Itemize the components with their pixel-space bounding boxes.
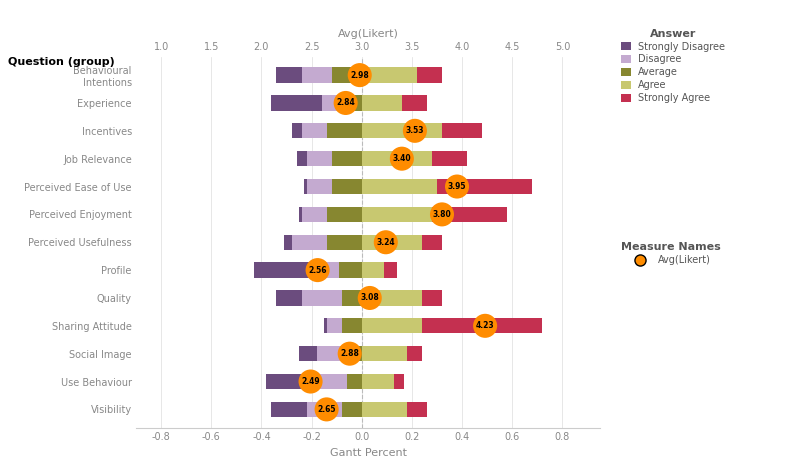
Bar bbox=[342, 318, 362, 333]
Bar bbox=[362, 207, 432, 222]
Bar bbox=[442, 123, 482, 139]
Text: 2.88: 2.88 bbox=[340, 349, 359, 358]
Bar bbox=[342, 402, 362, 417]
Bar bbox=[362, 235, 422, 250]
Bar bbox=[304, 179, 306, 194]
Point bbox=[363, 294, 376, 302]
Bar bbox=[362, 95, 402, 111]
Text: 4.23: 4.23 bbox=[476, 321, 494, 330]
Bar bbox=[326, 207, 362, 222]
Point bbox=[450, 183, 463, 190]
Legend: Strongly Disagree, Disagree, Average, Agree, Strongly Agree: Strongly Disagree, Disagree, Average, Ag… bbox=[621, 28, 726, 103]
Bar bbox=[417, 67, 442, 83]
Text: 2.49: 2.49 bbox=[302, 377, 320, 386]
Bar bbox=[306, 151, 332, 166]
Bar bbox=[271, 402, 306, 417]
Bar bbox=[362, 346, 407, 361]
Bar bbox=[422, 290, 442, 305]
Bar bbox=[362, 179, 437, 194]
Bar bbox=[302, 123, 326, 139]
Bar bbox=[302, 290, 342, 305]
Point bbox=[343, 350, 356, 358]
Bar bbox=[362, 123, 442, 139]
Bar bbox=[362, 151, 432, 166]
Bar bbox=[299, 346, 317, 361]
Bar bbox=[291, 123, 302, 139]
Bar bbox=[362, 402, 407, 417]
Bar bbox=[266, 374, 317, 389]
Text: Question (group): Question (group) bbox=[8, 57, 114, 67]
Point bbox=[409, 127, 422, 134]
Bar bbox=[302, 207, 326, 222]
Bar bbox=[306, 179, 332, 194]
Bar bbox=[326, 123, 362, 139]
Bar bbox=[432, 151, 467, 166]
Text: 3.24: 3.24 bbox=[377, 238, 395, 247]
Bar bbox=[277, 290, 302, 305]
Bar bbox=[339, 263, 362, 278]
Bar bbox=[432, 207, 507, 222]
Point bbox=[395, 155, 408, 162]
Point bbox=[435, 210, 448, 218]
X-axis label: Gantt Percent: Gantt Percent bbox=[330, 448, 406, 458]
Bar bbox=[277, 67, 302, 83]
Bar bbox=[342, 95, 362, 111]
Bar bbox=[326, 318, 342, 333]
Bar bbox=[362, 318, 422, 333]
Bar bbox=[362, 67, 417, 83]
Bar bbox=[342, 346, 362, 361]
X-axis label: Avg(Likert): Avg(Likert) bbox=[338, 28, 398, 38]
Point bbox=[311, 266, 324, 274]
Text: 3.95: 3.95 bbox=[448, 182, 466, 191]
Point bbox=[304, 378, 317, 385]
Bar bbox=[302, 67, 332, 83]
Bar bbox=[317, 346, 342, 361]
Bar bbox=[297, 151, 306, 166]
Bar bbox=[422, 318, 542, 333]
Text: 2.56: 2.56 bbox=[308, 266, 327, 275]
Bar bbox=[332, 179, 362, 194]
Bar bbox=[271, 95, 322, 111]
Legend: Avg(Likert): Avg(Likert) bbox=[621, 242, 721, 265]
Bar bbox=[437, 179, 532, 194]
Bar bbox=[326, 235, 362, 250]
Bar bbox=[346, 374, 362, 389]
Bar bbox=[362, 374, 394, 389]
Text: 3.53: 3.53 bbox=[406, 126, 424, 135]
Bar bbox=[422, 235, 442, 250]
Point bbox=[354, 71, 366, 79]
Text: 3.40: 3.40 bbox=[393, 154, 411, 163]
Bar bbox=[322, 95, 342, 111]
Bar bbox=[332, 151, 362, 166]
Text: 3.08: 3.08 bbox=[360, 294, 379, 303]
Bar bbox=[362, 263, 384, 278]
Bar bbox=[362, 290, 422, 305]
Text: 2.84: 2.84 bbox=[336, 98, 355, 107]
Bar bbox=[407, 346, 422, 361]
Text: 2.65: 2.65 bbox=[318, 405, 336, 414]
Bar bbox=[299, 207, 302, 222]
Bar bbox=[407, 402, 427, 417]
Bar bbox=[291, 235, 326, 250]
Bar bbox=[394, 374, 404, 389]
Bar bbox=[317, 374, 346, 389]
Bar bbox=[254, 263, 309, 278]
Bar bbox=[342, 290, 362, 305]
Bar bbox=[284, 235, 291, 250]
Text: 3.80: 3.80 bbox=[433, 210, 451, 219]
Bar bbox=[332, 67, 362, 83]
Point bbox=[379, 238, 392, 246]
Bar bbox=[402, 95, 427, 111]
Bar bbox=[384, 263, 397, 278]
Text: 2.98: 2.98 bbox=[350, 71, 369, 80]
Bar bbox=[324, 318, 326, 333]
Point bbox=[320, 406, 333, 413]
Point bbox=[478, 322, 491, 330]
Bar bbox=[309, 263, 339, 278]
Bar bbox=[306, 402, 342, 417]
Point bbox=[339, 99, 352, 107]
